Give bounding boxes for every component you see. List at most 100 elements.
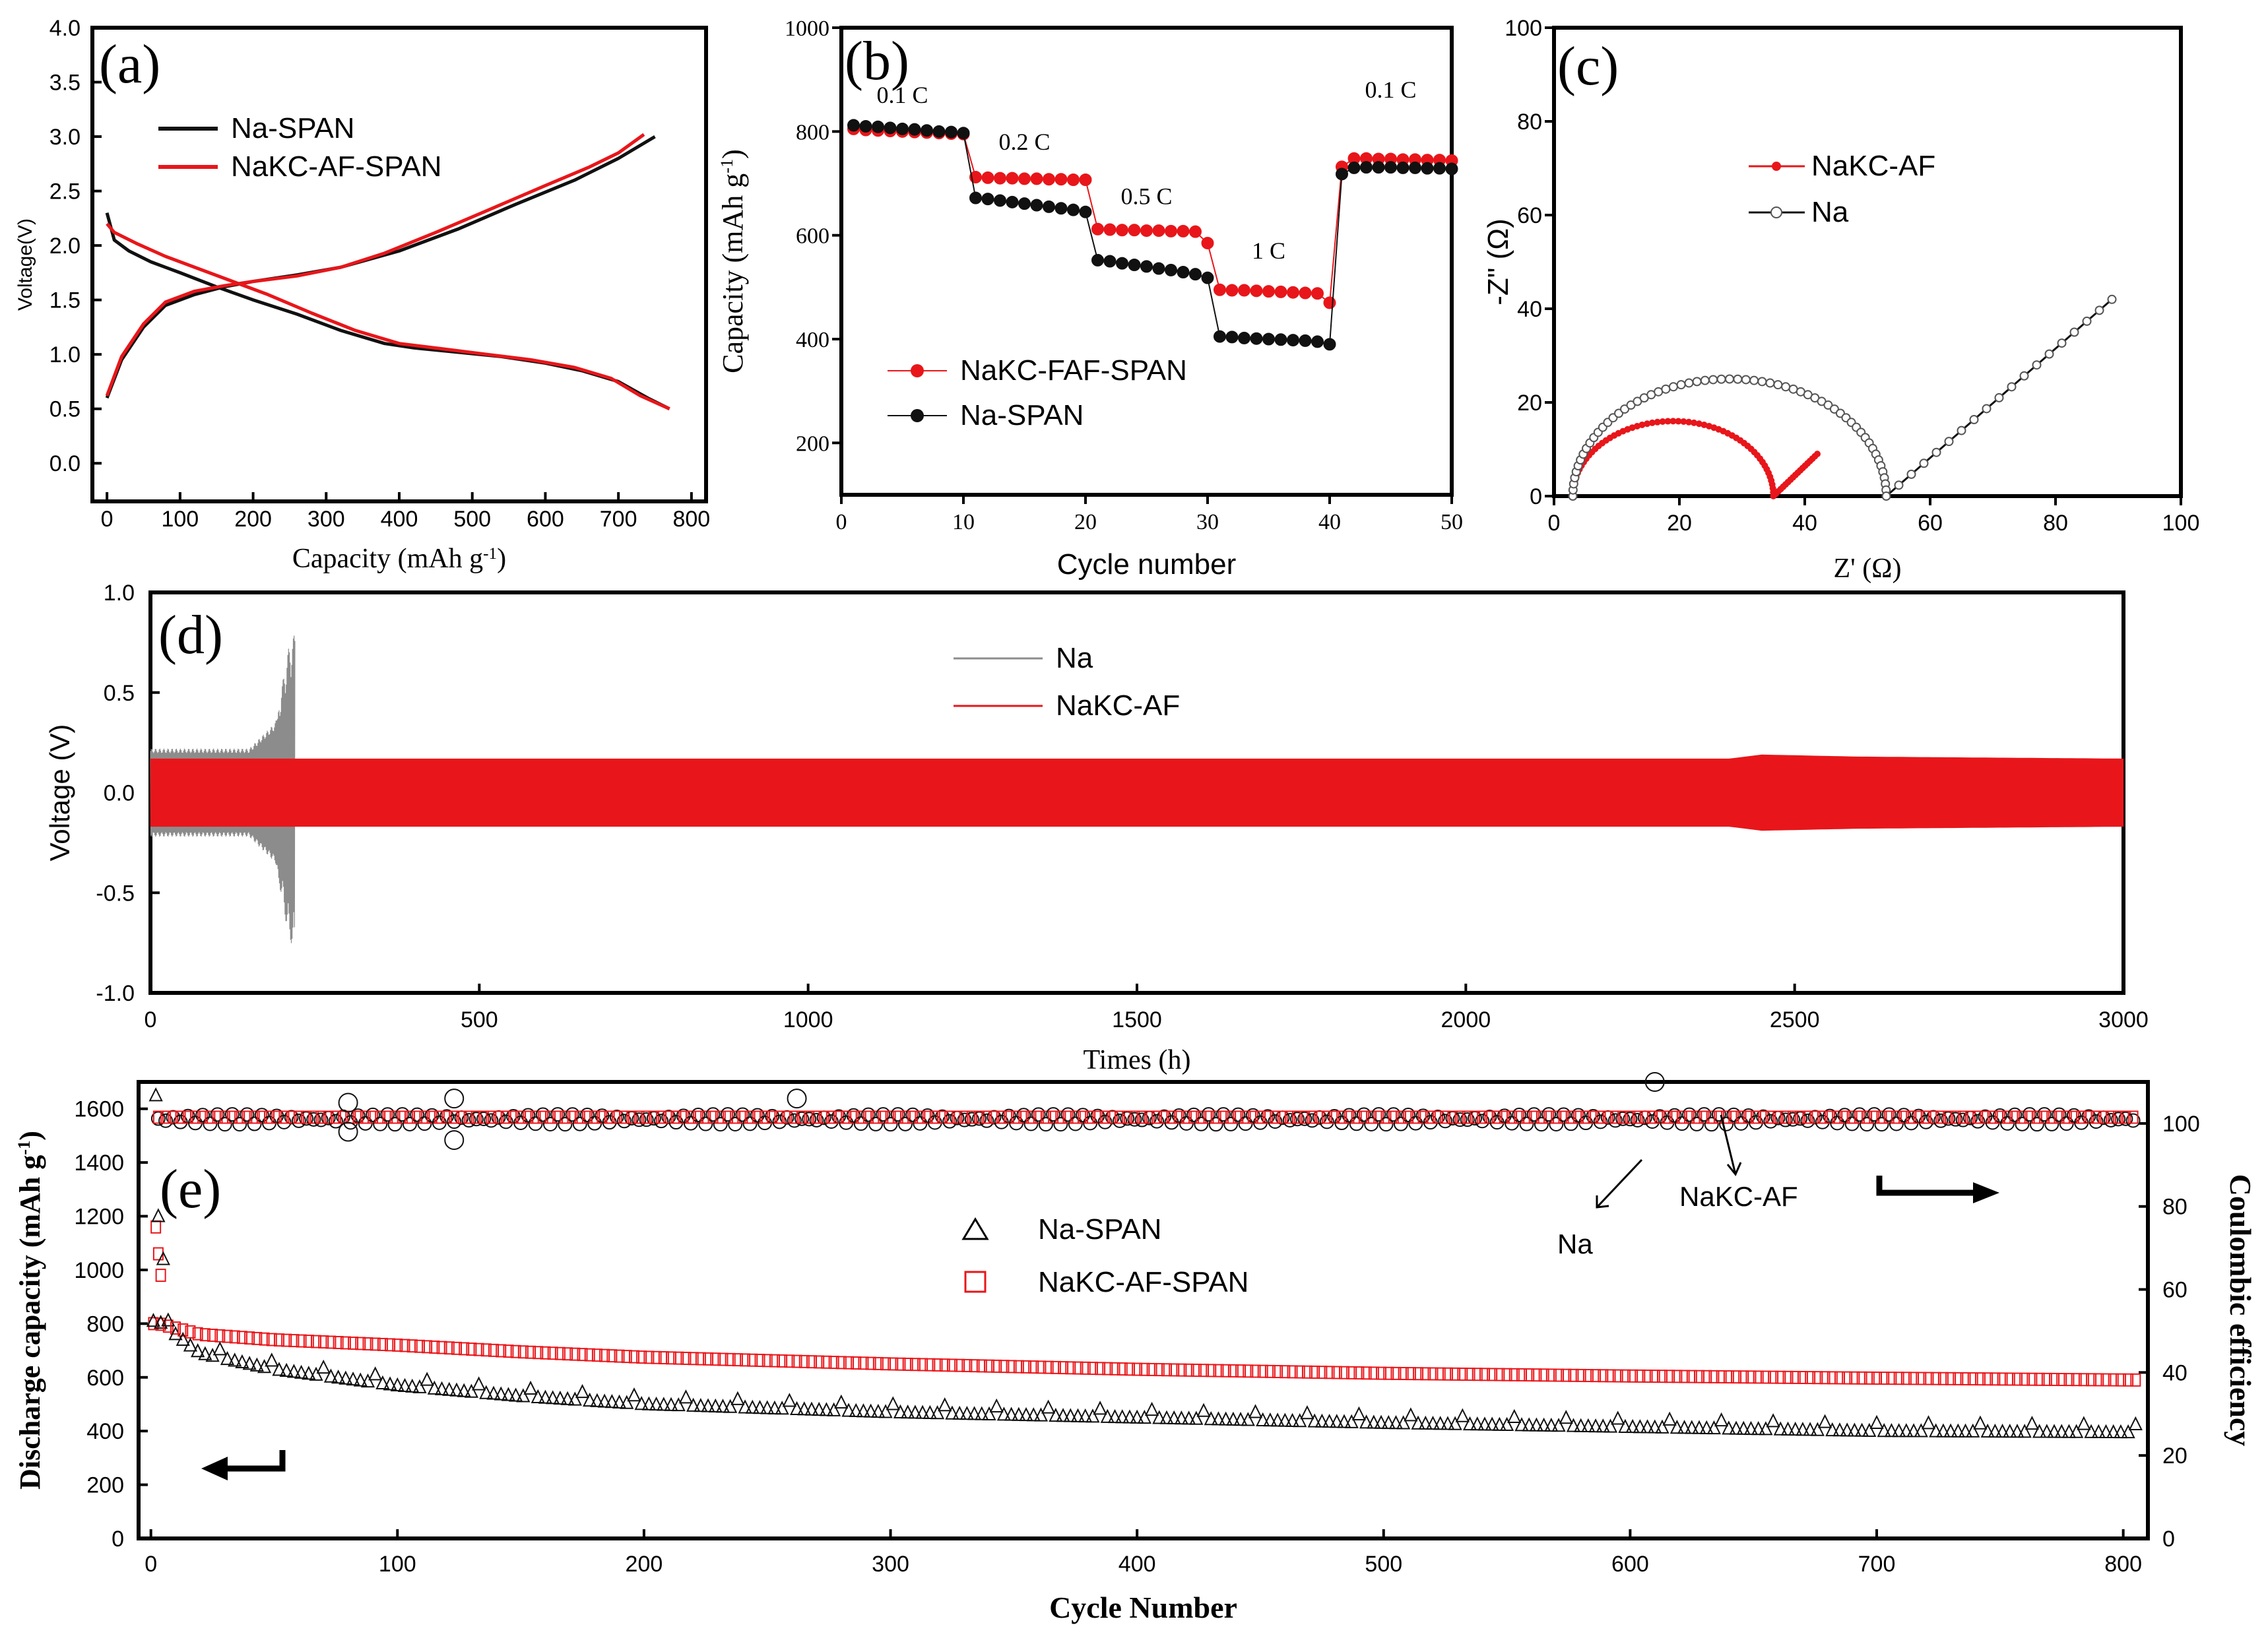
data-point-ce-na: [1941, 1111, 1956, 1126]
data-point-ce-nakc-af: [1107, 1110, 1118, 1124]
data-point-na-span: [1384, 161, 1397, 174]
data-point-na-span: [1241, 1412, 1255, 1426]
data-point-na: [1716, 374, 1726, 384]
data-point-na-span: [1418, 1415, 1433, 1430]
data-point-ce-nakc-af: [1432, 1110, 1443, 1124]
data-point-ce-na: [964, 1112, 979, 1127]
data-point-ce-na: [1171, 1108, 1186, 1124]
data-point-ce-nakc-af: [1484, 1110, 1495, 1124]
data-point-ce-na: [195, 1108, 211, 1123]
data-point-nakc-af-span: [399, 1339, 410, 1352]
data-point-nakc-af-span: [1220, 1364, 1231, 1377]
data-point-na-span: [501, 1387, 516, 1401]
data-point-ce-na: [1268, 1114, 1283, 1129]
y-tick-label: 60: [1517, 203, 1542, 228]
data-point-na-span: [884, 121, 897, 135]
data-point-na-span: [849, 1403, 863, 1417]
data-point-ce-nakc-af: [470, 1110, 482, 1124]
data-point-nakc-af-span: [1997, 1372, 2008, 1386]
data-point-na-span: [1336, 168, 1348, 181]
data-point-na: [2032, 360, 2042, 370]
data-point-nakc-af-span: [2086, 1373, 2097, 1387]
data-point-na-span: [176, 1331, 190, 1346]
data-point-na-span: [228, 1352, 242, 1367]
data-point-nakc-af-span: [1169, 1363, 1180, 1377]
data-point-na-span: [148, 1087, 163, 1102]
data-point-ce-na: [2037, 1107, 2052, 1122]
x-tick-label: 10: [952, 510, 975, 534]
data-point-ce-nakc-af: [1713, 1110, 1724, 1124]
data-point-na-span: [1514, 1417, 1529, 1432]
data-point-na-span: [915, 1405, 930, 1419]
data-point-ce-na: [2118, 1111, 2133, 1126]
data-point-ce-na: [979, 1113, 994, 1128]
data-point-nakc-af-span: [429, 1340, 440, 1354]
data-point-ce-na: [787, 1089, 807, 1109]
data-point-na-span: [1706, 1420, 1722, 1435]
data-point-nakc-af-span: [1545, 1368, 1557, 1382]
y2-tick-label: 60: [2162, 1278, 2187, 1303]
data-point-ce-na: [1075, 1108, 1090, 1123]
data-point-na-span: [531, 1389, 545, 1403]
data-point-nakc-af-span: [1953, 1372, 1964, 1385]
data-point-ce-na: [1852, 1107, 1867, 1122]
data-point-ce-nakc-af: [2127, 1110, 2139, 1124]
x-axis-label: Cycle Number: [1049, 1591, 1237, 1624]
x-tick-label: 200: [626, 1552, 663, 1577]
data-point-na-span: [2077, 1416, 2091, 1430]
data-point-na-span: [604, 1394, 619, 1409]
y2-tick-label: 100: [2162, 1112, 2200, 1137]
data-point-na-span: [1825, 1422, 1840, 1437]
y-tick-label: 1600: [74, 1097, 124, 1122]
data-point-na-span: [908, 1405, 923, 1419]
data-point-ce-nakc-af: [404, 1110, 415, 1124]
x-axis-label: Z' (Ω): [1834, 554, 1902, 584]
data-point-na-span: [523, 1380, 538, 1395]
data-point-nakc-af-span: [1797, 1371, 1808, 1385]
data-point-nakc-faf-span: [1323, 296, 1336, 309]
data-point-ce-nakc-af: [537, 1110, 548, 1124]
plot-frame: [1552, 26, 2183, 498]
data-point-na-span: [1137, 1409, 1151, 1424]
data-point-nakc-faf-span: [1103, 223, 1117, 236]
data-point-nakc-af-span: [1109, 1362, 1120, 1376]
data-point-na-span: [449, 1382, 464, 1397]
data-point-ce-nakc-af: [168, 1110, 179, 1124]
legend-marker: [961, 1217, 989, 1240]
data-point-ce-na: [1497, 1108, 1512, 1124]
data-point-ce-na: [291, 1113, 306, 1128]
y-tick-label: 20: [1517, 391, 1542, 416]
data-point-nakc-af-span: [680, 1351, 692, 1365]
data-point-na-span: [309, 1366, 323, 1381]
data-point-ce-na: [461, 1113, 476, 1128]
data-point-na-span: [1211, 1411, 1226, 1426]
data-point-ce-nakc-af: [330, 1110, 341, 1124]
data-point-nakc-af-span: [1161, 1363, 1172, 1377]
data-point-na-span: [901, 1405, 915, 1419]
data-point-na-span: [1951, 1423, 1965, 1438]
data-point-nakc-af-span: [969, 1359, 980, 1373]
data-point-nakc-af-span: [1494, 1368, 1505, 1381]
legend-marker: [964, 1271, 987, 1293]
data-point-na-span: [938, 1397, 952, 1412]
x-tick-label: 3000: [2098, 1007, 2149, 1032]
data-point-ce-na: [1748, 1115, 1763, 1130]
data-point-na-span: [1144, 1401, 1159, 1416]
data-point-na-span: [1847, 1422, 1862, 1437]
y-tick-label: 1.0: [49, 342, 81, 367]
data-point-ce-na: [476, 1111, 492, 1126]
data-point-nakc-af-span: [1916, 1372, 1927, 1385]
data-point-ce-na: [313, 1112, 329, 1127]
data-point-na-span: [2098, 1424, 2114, 1438]
data-point-nakc-af-span: [902, 1357, 913, 1371]
data-point-ce-na: [639, 1112, 654, 1127]
data-point-ce-nakc-af: [1358, 1110, 1369, 1124]
data-point-ce-nakc-af: [899, 1110, 911, 1124]
data-point-na-span: [575, 1383, 590, 1399]
y-tick-label: -0.5: [96, 881, 135, 906]
data-point-na: [2082, 316, 2092, 326]
data-point-ce-na: [365, 1107, 380, 1122]
data-point-na-span: [1803, 1422, 1817, 1436]
data-point-nakc-af-span: [192, 1327, 203, 1341]
y-tick-label: 0: [112, 1527, 124, 1552]
